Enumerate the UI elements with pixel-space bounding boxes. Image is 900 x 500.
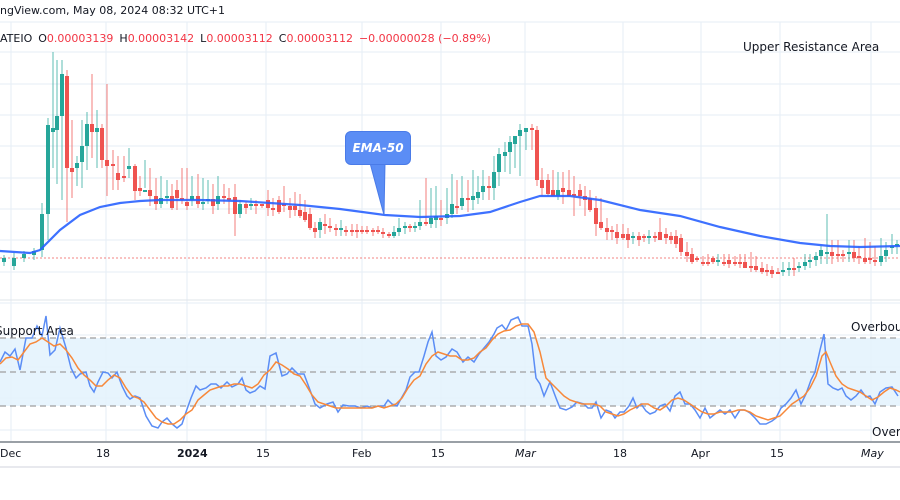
bottom-toolbar-edge [0,466,900,468]
high-value: H0.00003142 [119,32,195,45]
time-axis-label: 18 [96,447,110,460]
time-axis-label: 2024 [177,447,208,460]
overbought-label: Overbou [851,320,900,334]
time-axis-label: 15 [770,447,784,460]
upper-resistance-label: Upper Resistance Area [743,40,880,54]
open-value: O0.00003139 [38,32,114,45]
low-value: L0.00003112 [200,32,273,45]
time-axis-label: 18 [613,447,627,460]
change-value: −0.00000028 (−0.89%) [358,32,491,45]
oversold-label: Over [872,425,900,439]
ohlc-legend: ATEIO O0.00003139 H0.00003142 L0.00003112 C0… [0,32,497,45]
symbol-name: ATEIO [0,32,33,45]
chart-source-line: ngView.com, May 08, 2024 08:32 UTC+1 [0,4,225,17]
ema-callout-pointer [369,162,386,216]
candlestick-series [2,52,899,278]
ema-50-callout[interactable]: EMA-50 [345,131,411,165]
time-axis-label: Feb [352,447,372,460]
time-axis-label: 15 [256,447,270,460]
time-axis-label: Mar [515,447,536,460]
time-axis[interactable]: Dec 18 2024 15 Feb 15 Mar 18 Apr 15 May [0,442,900,466]
time-axis-label: Apr [691,447,711,460]
oscillator-band [0,257,900,407]
time-axis-label: 15 [431,447,445,460]
time-axis-label: May [861,447,884,460]
close-value: C0.00003112 [278,32,353,45]
time-axis-label: Dec [0,447,22,460]
ema-50-line [0,194,900,255]
oscillator-lines [0,315,900,429]
support-area-label: Support Area [0,324,74,338]
